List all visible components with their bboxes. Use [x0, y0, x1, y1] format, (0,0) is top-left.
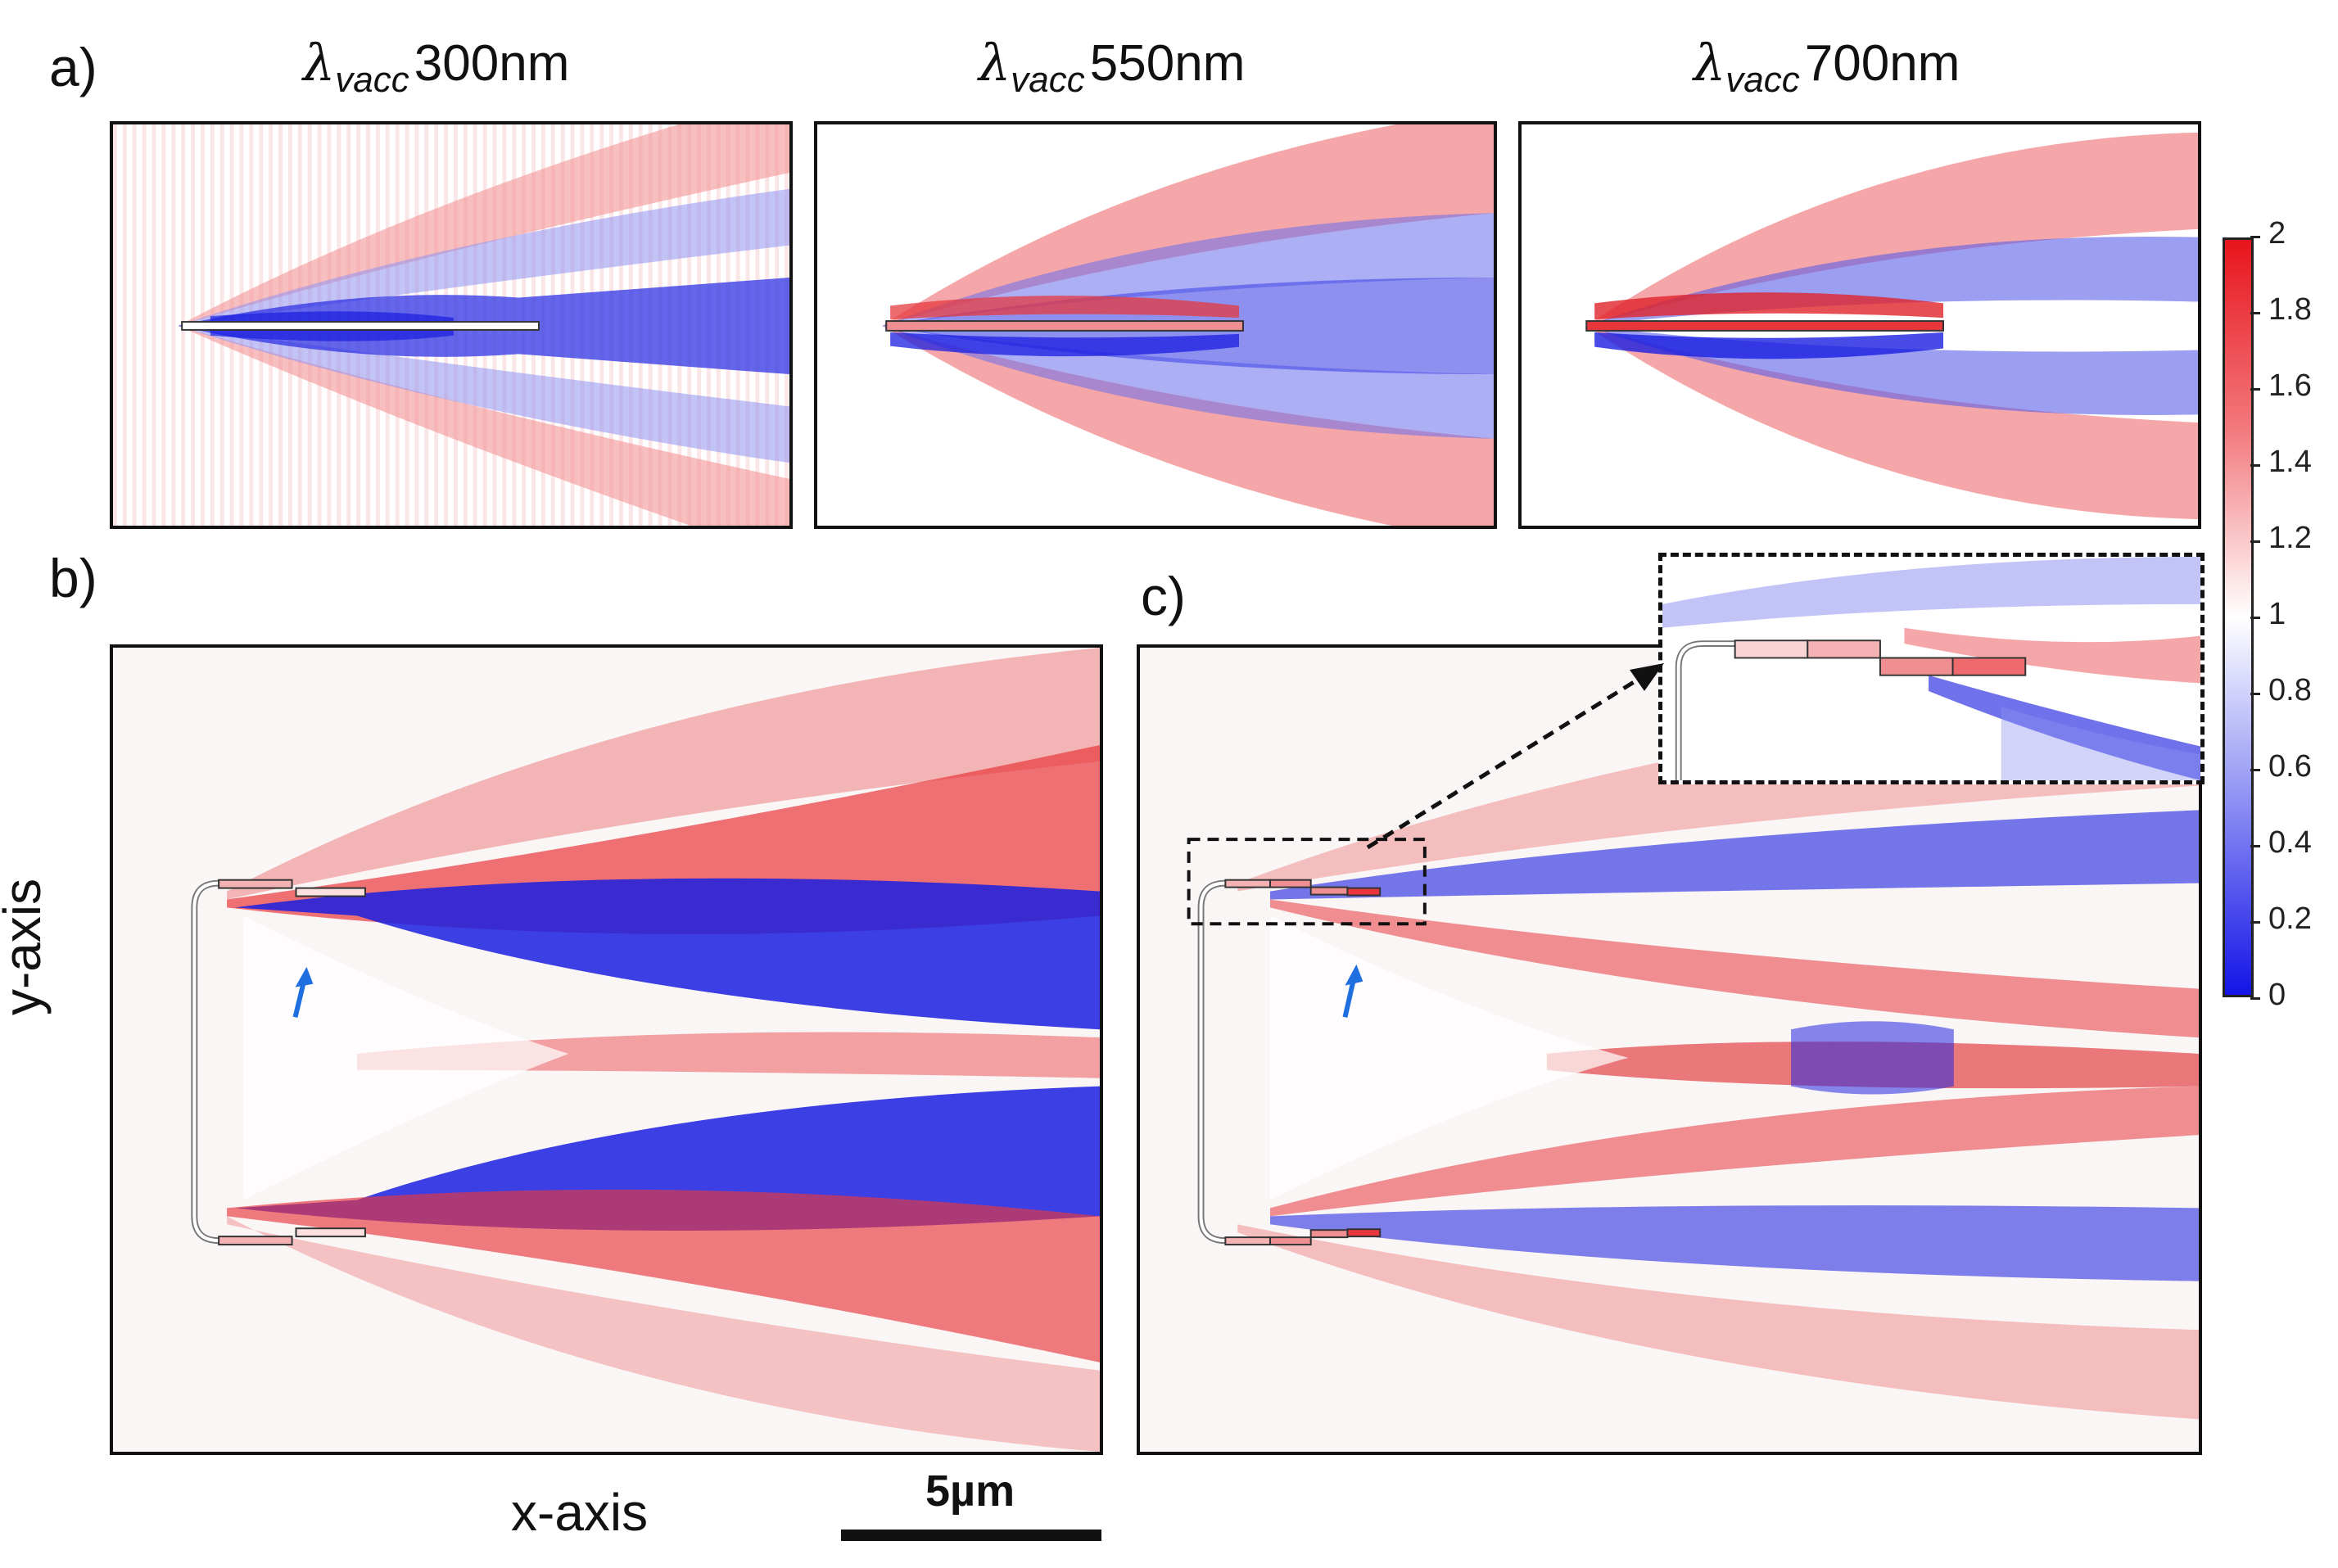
colorbar — [2223, 237, 2254, 997]
title-300nm: λvacc300nm — [303, 33, 570, 100]
x-axis-label: x-axis — [511, 1483, 649, 1542]
title-550nm: λvacc550nm — [979, 33, 1246, 100]
zoom-inset — [1658, 553, 2205, 784]
colorbar-tick: 0.6 — [2250, 749, 2312, 784]
y-axis-label: y-axis — [0, 878, 52, 1015]
colorbar-tick: 0.2 — [2250, 901, 2312, 936]
inset-pointer-arrow — [1366, 663, 1664, 850]
panel-label-b: b) — [49, 548, 97, 608]
field-map-550nm — [814, 121, 1497, 529]
scale-bar-label: 5µm — [925, 1466, 1015, 1516]
field-map-700nm — [1518, 121, 2201, 529]
colorbar-tick: 0.8 — [2250, 673, 2312, 707]
colorbar-tick: 1.8 — [2250, 292, 2312, 327]
colorbar-tick: 1.6 — [2250, 368, 2312, 403]
field-map-300nm — [110, 121, 793, 529]
colorbar-tick: 0 — [2250, 978, 2286, 1012]
title-700nm: λvacc700nm — [1694, 33, 1960, 100]
panel-label-c: c) — [1141, 566, 1186, 626]
colorbar-tick: 1.2 — [2250, 521, 2312, 555]
colorbar-tick: 2 — [2250, 216, 2286, 251]
colorbar-tick: 1.4 — [2250, 445, 2312, 479]
panel-label-a: a) — [49, 37, 97, 97]
colorbar-tick: 0.4 — [2250, 825, 2312, 860]
field-map-u-shape — [110, 644, 1103, 1455]
scale-bar — [841, 1530, 1101, 1541]
colorbar-tick: 1 — [2250, 597, 2286, 631]
